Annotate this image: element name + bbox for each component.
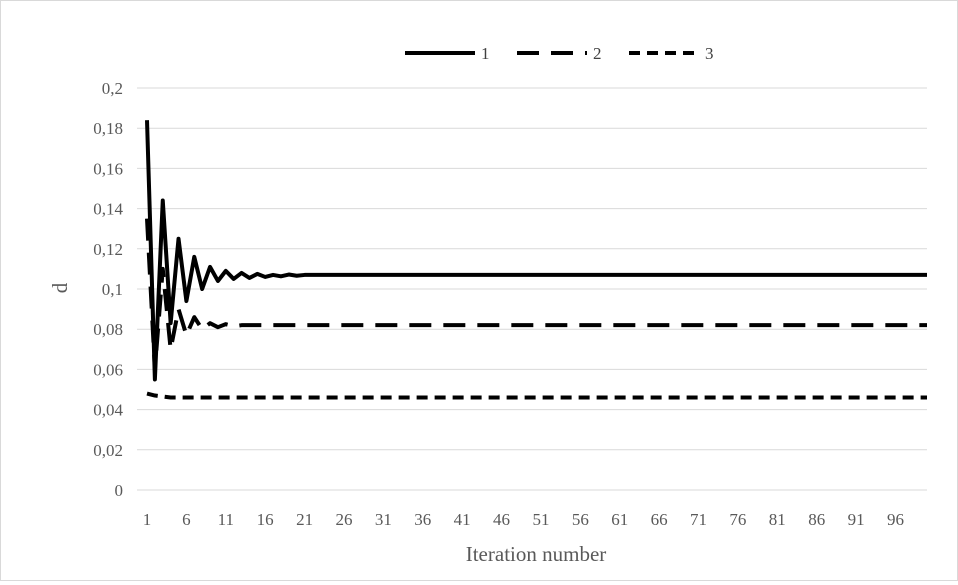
x-tick-label: 31 [375,510,392,529]
x-tick-label: 51 [532,510,549,529]
x-tick-labels: 1 6 11 16 21 26 31 36 41 46 51 56 61 66 71 76 81 86 91 96 [143,510,904,529]
legend-label-3: 3 [705,44,714,63]
y-tick-label: 0 [115,481,124,500]
y-tick-label: 0,12 [93,240,123,259]
y-tick-label: 0,04 [93,401,123,420]
y-tick-label: 0,16 [93,159,123,178]
legend-label-1: 1 [481,44,490,63]
series-line-2 [147,219,927,370]
x-tick-label: 66 [651,510,668,529]
x-tick-label: 6 [182,510,191,529]
series-line-3 [147,394,927,398]
x-tick-label: 96 [887,510,904,529]
x-tick-label: 81 [769,510,786,529]
legend-label-2: 2 [593,44,602,63]
x-tick-label: 71 [690,510,707,529]
x-tick-label: 76 [729,510,746,529]
x-tick-label: 21 [296,510,313,529]
x-axis-title: Iteration number [466,542,607,566]
x-tick-label: 91 [848,510,865,529]
series-lines [147,120,927,397]
y-tick-label: 0,14 [93,200,123,219]
y-tick-label: 0,2 [102,79,123,98]
legend: 1 2 3 [405,44,714,63]
x-tick-label: 36 [414,510,431,529]
y-tick-label: 0,1 [102,280,123,299]
y-tick-label: 0,06 [93,360,123,379]
x-tick-label: 46 [493,510,510,529]
series-line-1 [147,120,927,379]
x-tick-label: 56 [572,510,589,529]
y-tick-label: 0,08 [93,320,123,339]
x-tick-label: 26 [335,510,352,529]
x-tick-label: 16 [257,510,274,529]
gridlines [137,88,927,490]
x-tick-label: 86 [808,510,825,529]
y-tick-label: 0,02 [93,441,123,460]
y-tick-label: 0,18 [93,119,123,138]
x-tick-label: 11 [218,510,234,529]
x-tick-label: 1 [143,510,152,529]
y-tick-labels: 0 0,02 0,04 0,06 0,08 0,1 0,12 0,14 0,16 0,18 0,2 [93,79,123,500]
x-tick-label: 61 [611,510,628,529]
x-tick-label: 41 [454,510,471,529]
y-axis-title: d [48,282,72,293]
